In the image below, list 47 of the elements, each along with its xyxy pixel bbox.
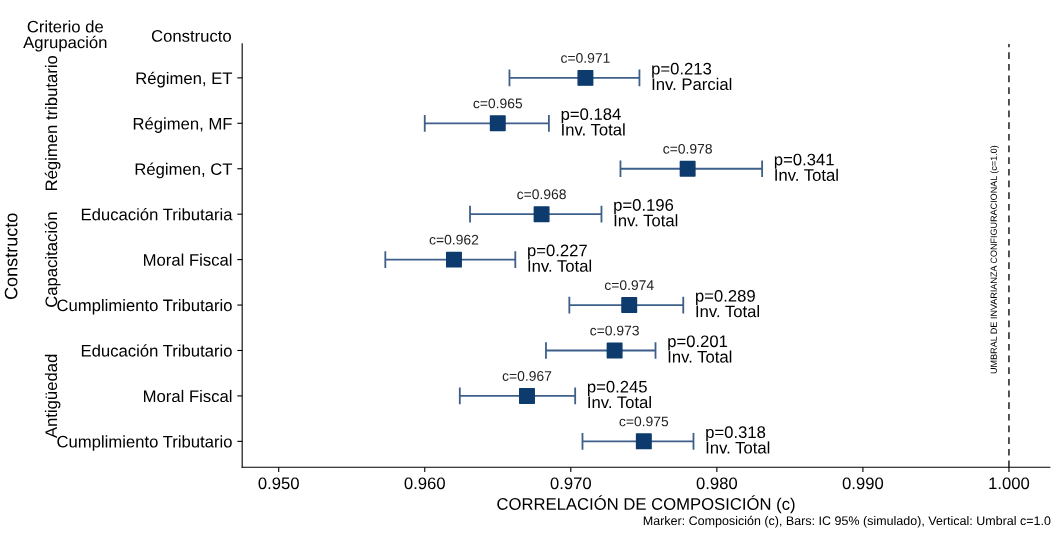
y-tick-label: Régimen, CT xyxy=(135,162,233,179)
data-label: c=0.974 xyxy=(604,280,654,291)
y-tick-label: Moral Fiscal xyxy=(144,253,232,266)
x-tick-label: 0.980 xyxy=(696,477,738,490)
annotation: p=0.318 Inv. Total xyxy=(706,426,770,454)
y-tick-label: Régimen, ET xyxy=(136,71,233,88)
point xyxy=(577,69,594,86)
y-tick-label: Moral Fiscal xyxy=(144,389,232,403)
point xyxy=(621,297,638,314)
x-tick-label: 0.990 xyxy=(842,477,884,490)
data-label: c=0.971 xyxy=(561,53,610,63)
y-axis-title: Constructo xyxy=(4,213,18,300)
data-label: c=0.968 xyxy=(517,189,566,200)
y-tick-label: Educación Tributaria xyxy=(81,207,233,221)
point xyxy=(679,160,696,177)
text: Criterio de Agrupación xyxy=(23,20,107,52)
text: Marker: Composición (c), Bars: IC 95% (simulado), Vertical: Umbral c=1.0 xyxy=(643,515,1051,528)
ref-line-label: UMBRAL DE INVARIANZA CONFIGURACIONAL (c=1.0) xyxy=(990,145,999,374)
x-tick-label: 1.000 xyxy=(989,477,1030,490)
data-label: c=0.965 xyxy=(473,98,523,109)
annotation: p=0.201 Inv. Total xyxy=(668,335,732,363)
x-tick-label: 0.970 xyxy=(550,477,591,490)
annotation: p=0.184 Inv. Total xyxy=(561,108,625,136)
annotation: p=0.341 Inv. Total xyxy=(774,153,838,181)
x-tick-label: 0.960 xyxy=(404,477,445,490)
text: Constructo xyxy=(151,30,231,42)
data-label: c=0.975 xyxy=(619,416,669,427)
data-label: c=0.978 xyxy=(663,143,712,154)
point xyxy=(635,433,652,450)
y-tick-label: Régimen, MF xyxy=(133,117,232,133)
annotation: p=0.196 Inv. Total xyxy=(614,199,678,227)
annotation: p=0.227 Inv. Total xyxy=(528,244,592,272)
text: Régimen tributario xyxy=(44,55,61,191)
annotation: p=0.245 Inv. Total xyxy=(587,380,651,409)
point xyxy=(445,251,462,268)
point xyxy=(489,115,506,132)
x-tick-label: 0.950 xyxy=(258,477,299,490)
data-label: c=0.973 xyxy=(590,325,639,336)
data-label: c=0.967 xyxy=(502,371,552,381)
annotation: p=0.289 Inv. Total xyxy=(696,289,759,318)
annotation: p=0.213 Inv. Parcial xyxy=(652,62,732,91)
y-tick-label: Educación Tributario xyxy=(81,344,232,357)
x-axis-title: CORRELACIÓN DE COMPOSICIÓN (c) xyxy=(497,495,795,514)
point xyxy=(533,206,550,223)
point xyxy=(519,387,535,404)
point xyxy=(606,342,623,359)
data-label: c=0.962 xyxy=(429,234,479,245)
